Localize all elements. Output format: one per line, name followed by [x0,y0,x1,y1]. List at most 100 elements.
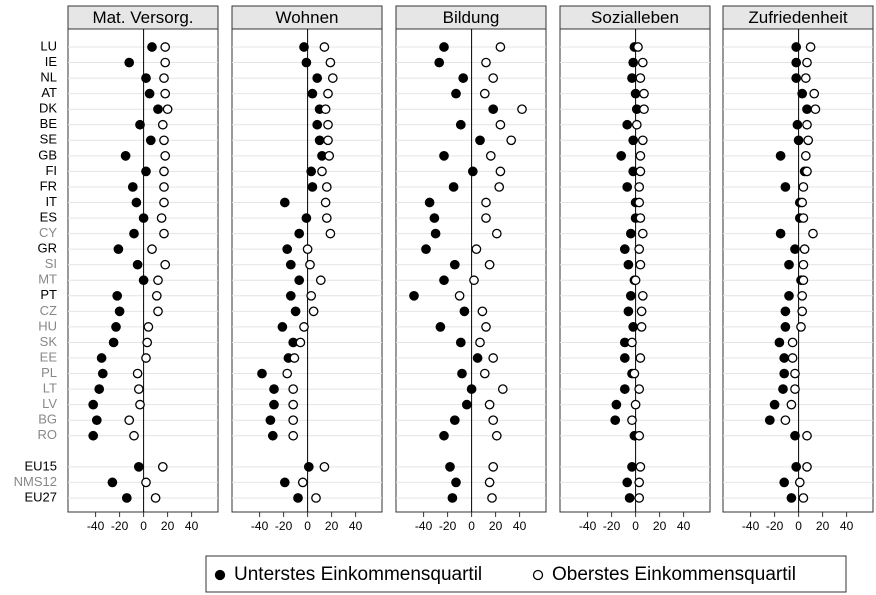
dot-filled [791,57,802,68]
category-label: BG [38,412,57,427]
dot-filled [622,182,633,192]
panel-frame [231,28,383,513]
x-tick-label: 0 [468,519,475,533]
dot-filled [784,290,794,301]
dot-open [306,290,317,301]
dot-open [323,135,333,146]
category-label: BE [40,116,58,131]
dot-open [160,88,171,99]
dot-filled [299,42,309,52]
dot-open [631,119,642,130]
dot-filled [627,461,637,472]
dot-filled [430,228,441,239]
dot-filled [269,384,279,394]
dot-open [288,415,299,426]
dot-open [629,368,640,379]
dot-open [491,430,502,441]
category-label: SK [40,334,58,349]
dot-open [494,182,505,192]
category-label: FR [40,178,57,193]
dot-filled [294,275,305,286]
category-label: GR [38,241,58,256]
dot-open [797,290,808,301]
dot-filled [439,151,449,161]
dot-open [639,88,649,99]
dot-open [151,290,162,301]
dot-filled [792,119,803,130]
dot-filled [307,182,318,192]
dot-filled [121,493,132,503]
dot-filled [282,244,293,254]
dot-filled [475,135,485,146]
dot-open [160,42,171,52]
dot-filled [457,368,467,379]
dot-filled [132,259,143,270]
dot-filled [88,399,99,410]
dot-filled [619,384,630,394]
legend-marker [214,569,226,581]
dot-filled [257,368,267,379]
dot-open [299,322,309,332]
dot-filled [429,213,440,223]
category-label: LU [40,38,57,53]
category-label: EU27 [24,489,57,504]
dot-filled [778,384,788,394]
legend-marker [532,569,544,581]
dot-filled [107,477,118,488]
dot-open [485,151,496,161]
dot-filled [439,275,449,286]
x-tick-label: 20 [816,519,830,533]
dot-open [787,337,798,348]
dot-filled [628,135,639,146]
dot-open [160,151,171,161]
dot-open [800,151,811,161]
dot-filled [611,399,622,410]
dot-open [288,430,299,441]
dot-open [802,57,812,68]
legend-label: Unterstes Einkommensquartil [234,564,482,585]
dot-filled [96,353,107,363]
dot-open [323,88,333,99]
dot-open [634,244,645,254]
dot-open [488,461,499,472]
category-label: IE [45,54,58,69]
dot-open [639,104,649,115]
dot-open [488,353,499,363]
dot-open [479,88,490,99]
dot-filled [279,197,290,208]
panel-frame [395,28,547,513]
dot-open [798,493,809,503]
category-label: PT [40,287,57,302]
dot-open [506,135,517,146]
category-label: EU15 [24,458,57,473]
category-label: PL [41,365,57,380]
category-label: LV [42,396,57,411]
dot-filled [458,73,469,83]
dot-open [143,322,154,332]
dot-filled [455,337,466,348]
dot-open [317,166,327,177]
dot-open [475,337,485,348]
dot-open [798,213,809,223]
dot-filled [625,290,636,301]
dot-filled [293,493,303,503]
category-label: CY [39,225,57,240]
dot-filled [774,337,785,348]
legend-box [205,555,847,593]
dot-filled [267,430,278,441]
dot-filled [449,259,460,270]
dot-open [484,477,495,488]
dot-open [802,166,812,177]
dot-open [156,213,167,223]
category-label: GB [38,147,57,162]
category-label: MT [38,272,57,287]
category-label: SI [45,256,57,271]
dot-filled [434,57,445,68]
dot-open [323,119,333,130]
dot-open [796,322,806,332]
dot-filled [780,306,791,317]
dot-open [159,197,169,208]
dot-filled [791,42,802,52]
dot-filled [312,119,323,130]
dot-open [635,73,646,83]
